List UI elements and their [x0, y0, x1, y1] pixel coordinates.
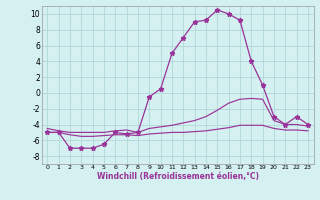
X-axis label: Windchill (Refroidissement éolien,°C): Windchill (Refroidissement éolien,°C) — [97, 172, 259, 181]
